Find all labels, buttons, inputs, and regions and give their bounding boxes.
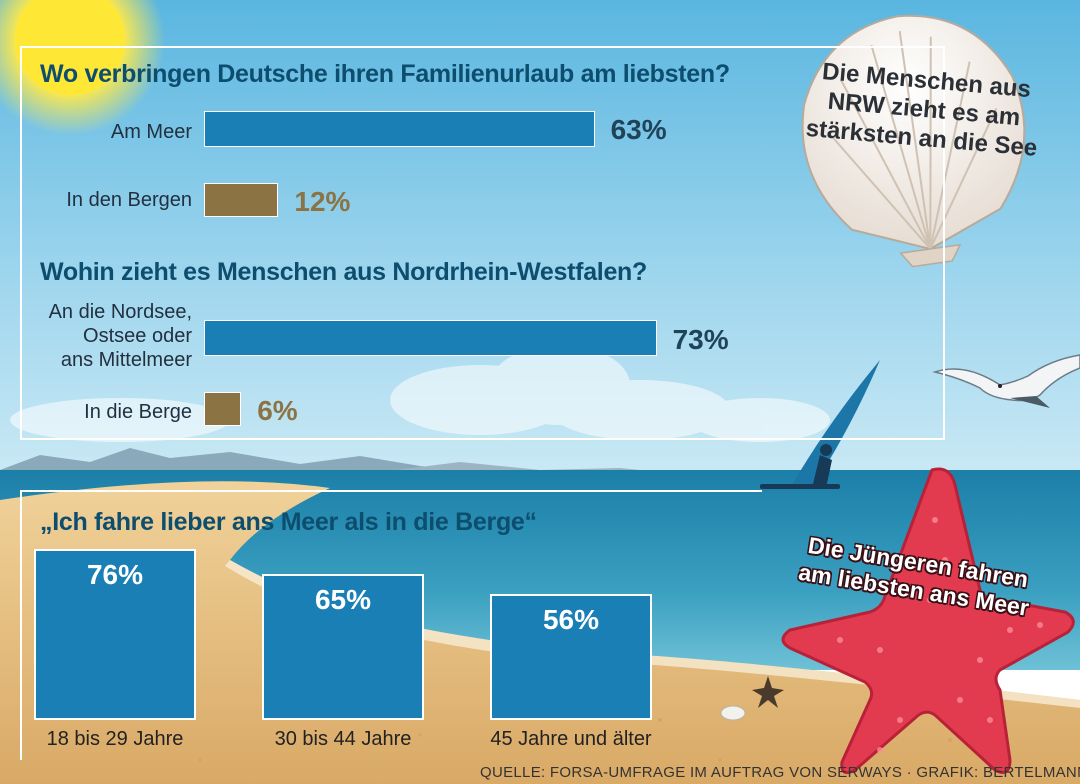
lower-panel-frame	[20, 490, 762, 760]
chart2-value-0: 73%	[672, 324, 729, 355]
starfish-icon	[781, 467, 1075, 775]
chart3-category-0: 18 bis 29 Jahre	[46, 728, 184, 750]
chart2-category-0: An die Nordsee, Ostsee oder ans Mittelme…	[20, 300, 192, 372]
chart1-category-1: In den Bergen	[66, 189, 192, 211]
chart3-value-2: 56%	[542, 604, 600, 635]
chart3-column-30-44	[262, 573, 424, 720]
source-credit: QUELLE: FORSA-UMFRAGE IM AUFTRAG VON SER…	[480, 764, 1080, 781]
chart2-bar-meer	[204, 320, 657, 356]
windsurfer-icon	[760, 360, 880, 489]
chart1-value-0: 63%	[610, 114, 667, 145]
pebble-icon	[720, 705, 746, 721]
chart2-bar-berge	[204, 392, 242, 426]
chart3-category-1: 30 bis 44 Jahre	[274, 728, 412, 750]
chart2-category-0-line-2: Ostsee oder	[83, 325, 192, 347]
chart3-column-18-29	[34, 549, 196, 720]
small-starfish-icon	[752, 676, 784, 708]
seagull-icon	[932, 354, 1080, 408]
chart1-title: Wo verbringen Deutsche ihren Familienurl…	[40, 60, 730, 88]
chart2-category-0-line-1: An die Nordsee,	[48, 301, 192, 323]
chart2-title: Wohin zieht es Menschen aus Nordrhein-We…	[40, 258, 647, 286]
chart3-title: „Ich fahre lieber ans Meer als in die Be…	[40, 508, 537, 536]
chart1-bar-am-meer	[204, 111, 595, 147]
chart2-category-0-line-3: ans Mittelmeer	[60, 349, 192, 371]
chart1-value-1: 12%	[294, 186, 351, 217]
scallop-shell-icon	[801, 14, 1026, 268]
upper-panel-frame	[20, 46, 945, 440]
chart2-value-1: 6%	[257, 395, 298, 426]
chart3-column-45-plus	[490, 594, 652, 720]
chart3-category-2: 45 Jahre und älter	[490, 728, 652, 750]
chart1-bar-in-den-bergen	[204, 183, 279, 217]
chart1-category-0: Am Meer	[110, 121, 192, 143]
chart3-value-1: 65%	[314, 583, 372, 615]
chart3-value-0: 76%	[86, 559, 144, 590]
chart2-category-1: In die Berge	[84, 401, 192, 423]
